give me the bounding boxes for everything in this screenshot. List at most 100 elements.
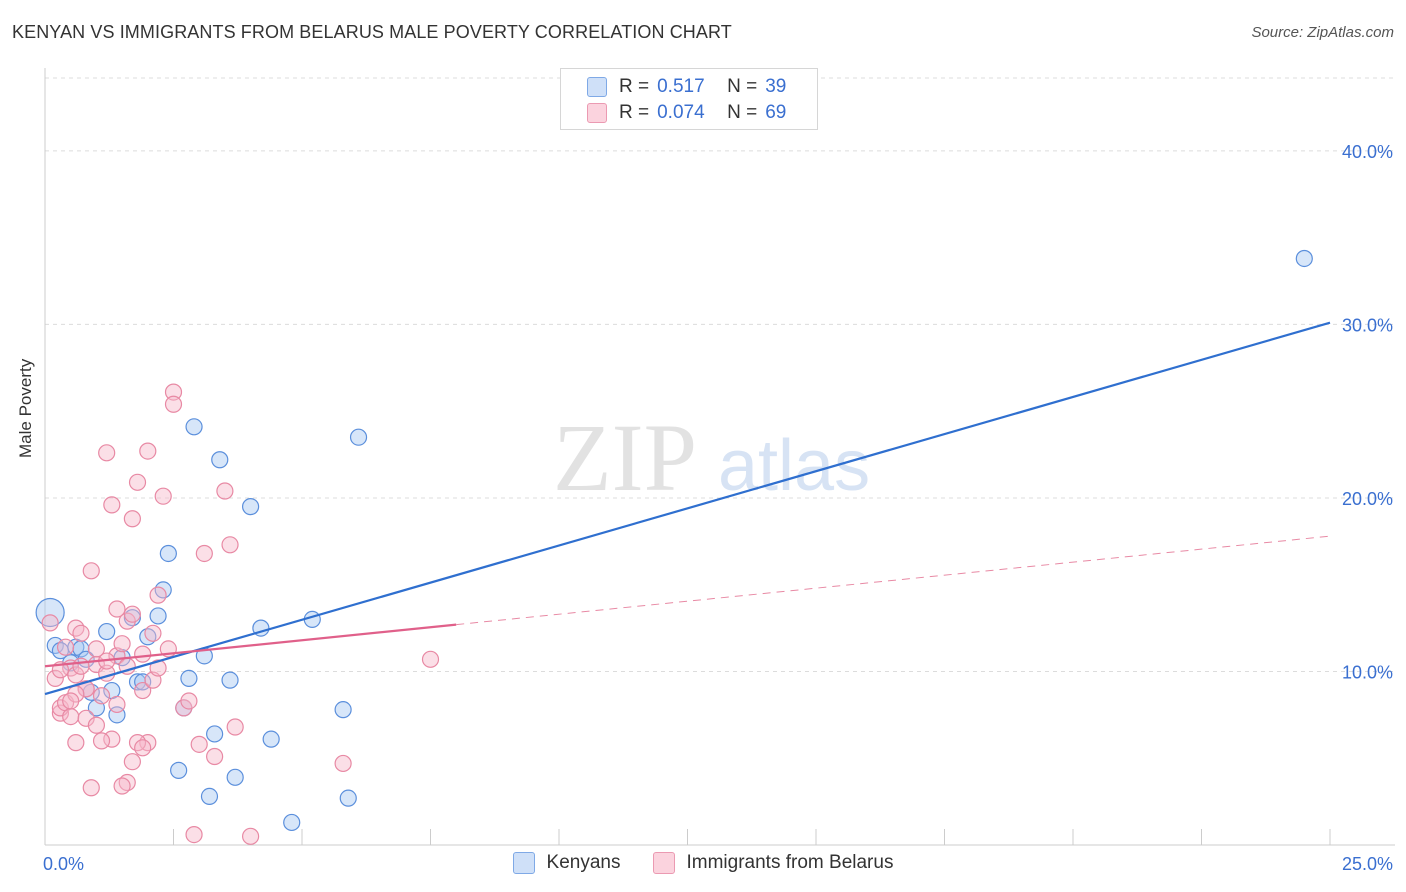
point-belarus	[134, 681, 152, 700]
y-tick-label: 10.0%	[1342, 662, 1393, 682]
point-belarus	[128, 734, 147, 752]
point-belarus	[123, 605, 141, 623]
point-belarus	[67, 619, 85, 637]
point-belarus	[98, 444, 116, 462]
trend-line-belarus	[44, 623, 457, 668]
point-belarus	[108, 695, 126, 714]
point-belarus	[154, 487, 172, 505]
point-belarus	[149, 586, 167, 604]
point-kenyans	[149, 607, 167, 625]
point-kenyans	[334, 701, 352, 719]
point-belarus	[216, 482, 234, 500]
point-belarus	[72, 624, 90, 642]
trend-line-belarus	[456, 535, 1331, 626]
point-belarus	[123, 510, 141, 528]
point-belarus	[87, 716, 106, 734]
point-kenyans	[1295, 249, 1313, 268]
source-label: Source: ZipAtlas.com	[1251, 24, 1394, 41]
correlation-legend: R = 0.517 N = 39 R = 0.074 N = 69	[560, 68, 818, 130]
legend-swatch-belarus	[652, 852, 675, 874]
point-belarus	[180, 692, 198, 710]
point-kenyans	[206, 725, 224, 743]
point-belarus	[103, 496, 121, 514]
legend-row-kenyans: R = 0.517 N = 39	[587, 75, 786, 99]
tick-labels: 10.0% 20.0% 30.0% 40.0% 0.0% 25.0%	[43, 142, 1393, 874]
point-belarus	[87, 640, 106, 658]
trend-lines	[44, 321, 1331, 696]
legend-n-value: 39	[765, 76, 787, 97]
legend-row-belarus: R = 0.074 N = 69	[587, 101, 786, 125]
point-belarus	[206, 747, 224, 766]
point-belarus	[134, 739, 152, 757]
y-tick-label: 20.0%	[1342, 489, 1393, 509]
point-belarus	[56, 638, 75, 656]
point-belarus	[421, 650, 440, 668]
point-belarus	[164, 383, 183, 401]
gridlines	[45, 77, 1395, 672]
legend-n-value: 69	[765, 102, 787, 123]
point-belarus	[108, 600, 126, 618]
legend-r-value: 0.517	[657, 76, 705, 97]
legend-r-value: 0.074	[657, 102, 705, 123]
point-belarus	[128, 473, 147, 491]
point-belarus	[51, 704, 70, 722]
point-belarus	[185, 825, 203, 844]
y-tick-label: 40.0%	[1342, 142, 1393, 162]
point-belarus	[46, 669, 64, 688]
point-belarus	[242, 827, 260, 845]
legend-item-kenyans[interactable]: Kenyans	[512, 852, 621, 874]
legend-swatch-belarus	[587, 103, 607, 123]
point-belarus	[149, 659, 167, 677]
series-legend: Kenyans Immigrants from Belarus	[0, 852, 1406, 874]
axes	[44, 68, 1395, 846]
point-belarus	[41, 614, 59, 632]
point-belarus	[67, 666, 85, 684]
y-tick-label: 30.0%	[1342, 315, 1393, 335]
legend-r-label: R =	[619, 102, 650, 123]
point-belarus	[62, 692, 80, 710]
point-kenyans	[180, 669, 198, 688]
point-belarus	[113, 635, 131, 653]
watermark: ZIP atlas	[553, 404, 870, 511]
x-tick-label: 0.0%	[43, 854, 84, 874]
point-belarus	[139, 442, 157, 460]
point-belarus	[226, 718, 244, 736]
legend-label-kenyans: Kenyans	[546, 852, 621, 873]
legend-label-belarus: Immigrants from Belarus	[686, 852, 894, 873]
data-points	[35, 249, 1313, 845]
watermark-zip: ZIP	[553, 404, 697, 511]
point-belarus	[134, 645, 152, 663]
point-belarus	[82, 562, 100, 580]
point-belarus	[67, 734, 85, 752]
point-belarus	[77, 680, 95, 698]
legend-item-belarus[interactable]: Immigrants from Belarus	[652, 852, 894, 874]
point-kenyans	[170, 761, 188, 779]
point-kenyans	[226, 768, 244, 786]
point-belarus	[113, 777, 131, 795]
point-kenyans	[159, 544, 177, 563]
point-belarus	[62, 707, 80, 726]
point-kenyans	[242, 498, 260, 516]
legend-swatch-kenyans	[512, 852, 535, 874]
legend-r-label: R =	[619, 76, 650, 97]
point-belarus	[334, 754, 352, 773]
legend-swatch-kenyans	[587, 77, 607, 97]
point-kenyans	[200, 787, 219, 806]
point-kenyans	[349, 428, 368, 446]
point-belarus	[164, 395, 183, 413]
point-belarus	[77, 709, 95, 727]
point-kenyans	[154, 581, 172, 599]
point-kenyans	[262, 730, 280, 748]
point-kenyans	[98, 622, 116, 641]
chart-title: KENYAN VS IMMIGRANTS FROM BELARUS MALE P…	[12, 22, 732, 42]
y-axis-label: Male Poverty	[16, 358, 35, 458]
point-kenyans	[339, 789, 357, 807]
point-belarus	[92, 687, 111, 705]
point-kenyans	[283, 813, 301, 832]
legend-n-label: N =	[727, 102, 758, 123]
point-belarus	[144, 624, 162, 642]
legend-n-label: N =	[727, 76, 758, 97]
point-kenyans	[185, 418, 203, 436]
point-belarus	[190, 735, 208, 753]
